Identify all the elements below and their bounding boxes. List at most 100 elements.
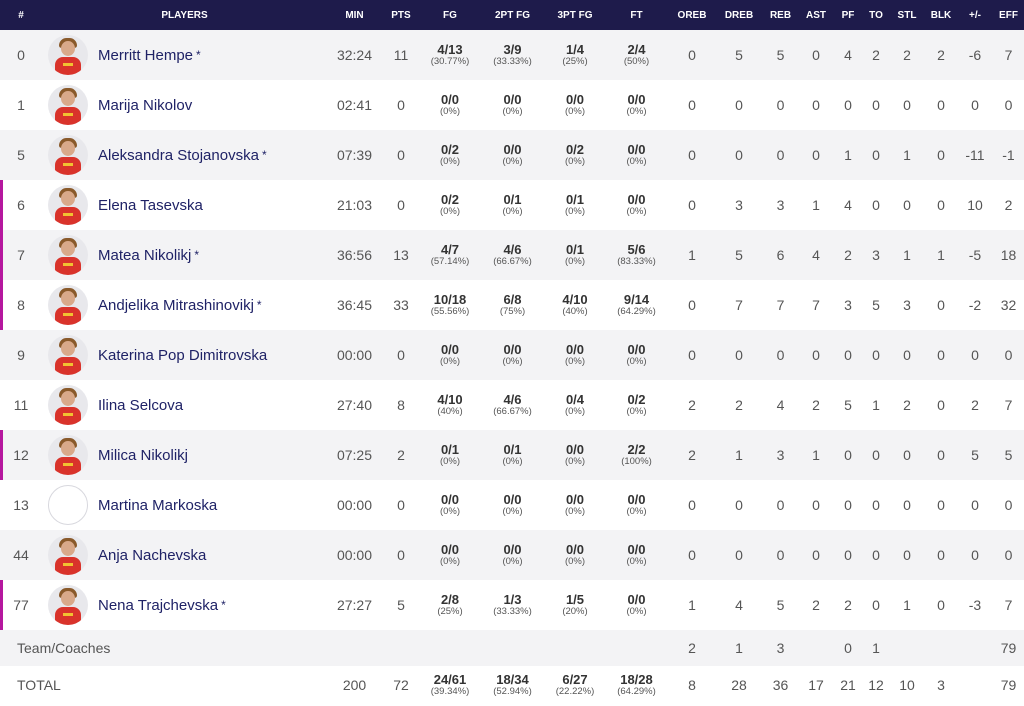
player-pf: 0 xyxy=(833,80,863,130)
player-3pt-made: 0/0 xyxy=(565,342,585,358)
player-fg-made: 2/8 xyxy=(440,592,460,608)
col-header-to[interactable]: TO xyxy=(863,0,889,30)
player-ft-fg: 9/14 (64.29%) xyxy=(605,280,668,330)
team-coaches-label: Team/Coaches xyxy=(0,630,668,666)
player-name-link[interactable]: Anja Nachevska xyxy=(98,546,207,564)
player-number: 8 xyxy=(0,280,42,330)
player-pm: 0 xyxy=(957,80,993,130)
player-name-link[interactable]: Martina Markoska xyxy=(98,496,218,514)
player-fg-fg: 0/0 (0%) xyxy=(420,80,480,130)
player-stl: 0 xyxy=(889,80,925,130)
team-dreb: 1 xyxy=(716,630,762,666)
player-ft-fg: 0/0 (0%) xyxy=(605,480,668,530)
player-eff: 18 xyxy=(993,230,1024,280)
player-blk: 0 xyxy=(925,130,957,180)
player-2pt-pct: (33.33%) xyxy=(493,605,532,617)
player-pts: 5 xyxy=(382,580,420,630)
player-to: 0 xyxy=(863,480,889,530)
player-reb: 0 xyxy=(762,80,799,130)
player-fg-pct: (0%) xyxy=(439,505,461,517)
col-header-min[interactable]: MIN xyxy=(327,0,382,30)
total-3pt-fg: 6/27 (22.22%) xyxy=(545,666,605,704)
col-header-reb[interactable]: REB xyxy=(762,0,799,30)
total-to: 12 xyxy=(863,666,889,704)
player-ft-made: 0/0 xyxy=(627,342,646,358)
player-name-link[interactable]: Matea Nikolikj xyxy=(98,246,192,264)
player-2pt-made: 0/0 xyxy=(503,342,522,358)
total-row: TOTAL 200 72 24/61 (39.34%) 18/34 (52.94%)… xyxy=(0,666,1024,704)
player-oreb: 0 xyxy=(668,480,716,530)
player-name-link[interactable]: Elena Tasevska xyxy=(98,196,203,214)
col-header-plus-minus[interactable]: +/- xyxy=(957,0,993,30)
player-dreb: 4 xyxy=(716,580,762,630)
player-number: 12 xyxy=(0,430,42,480)
player-name-link[interactable]: Andjelika Mitrashinovikj xyxy=(98,296,254,314)
player-name-link[interactable]: Ilina Selcova xyxy=(98,396,184,414)
player-to: 5 xyxy=(863,280,889,330)
starter-asterisk: * xyxy=(196,48,201,62)
player-ast: 4 xyxy=(799,230,833,280)
team-blk xyxy=(925,630,957,666)
player-pts: 0 xyxy=(382,330,420,380)
player-2pt-pct: (0%) xyxy=(502,355,523,367)
total-pf: 21 xyxy=(833,666,863,704)
col-header-fg[interactable]: FG xyxy=(420,0,480,30)
player-row: 11 Ilina Selcova 27:40 8 4/10 (40%) 4/6 (66.67%… xyxy=(0,380,1024,430)
player-3pt-fg: 1/5 (20%) xyxy=(545,580,605,630)
col-header-eff[interactable]: EFF xyxy=(993,0,1024,30)
total-ast: 17 xyxy=(799,666,833,704)
col-header-number[interactable]: # xyxy=(0,0,42,30)
col-header-2pt-fg[interactable]: 2PT FG xyxy=(480,0,545,30)
player-cell: Ilina Selcova xyxy=(42,380,327,430)
player-name-link[interactable]: Katerina Pop Dimitrovska xyxy=(98,346,268,364)
player-2pt-pct: (75%) xyxy=(499,305,526,317)
player-dreb: 0 xyxy=(716,130,762,180)
player-pts: 2 xyxy=(382,430,420,480)
player-3pt-fg: 0/1 (0%) xyxy=(545,230,605,280)
player-2pt-fg: 6/8 (75%) xyxy=(480,280,545,330)
player-fg-fg: 0/2 (0%) xyxy=(420,180,480,230)
total-ft-pct: (64.29%) xyxy=(617,685,656,697)
player-ft-pct: (0%) xyxy=(626,555,647,567)
player-stl: 1 xyxy=(889,130,925,180)
player-2pt-pct: (0%) xyxy=(502,555,523,567)
total-fg: 24/61 (39.34%) xyxy=(420,666,480,704)
player-fg-made: 0/2 xyxy=(440,192,460,208)
col-header-pf[interactable]: PF xyxy=(833,0,863,30)
col-header-ft[interactable]: FT xyxy=(605,0,668,30)
player-3pt-fg: 4/10 (40%) xyxy=(545,280,605,330)
player-name-link[interactable]: Aleksandra Stojanovska xyxy=(98,146,259,164)
player-name-link[interactable]: Marija Nikolov xyxy=(98,96,193,114)
player-avatar xyxy=(48,535,88,575)
player-fg-fg: 2/8 (25%) xyxy=(420,580,480,630)
total-2pt-fg: 18/34 (52.94%) xyxy=(480,666,545,704)
col-header-pts[interactable]: PTS xyxy=(382,0,420,30)
player-name-link[interactable]: Nena Trajchevska xyxy=(98,596,219,614)
col-header-stl[interactable]: STL xyxy=(889,0,925,30)
player-ft-fg: 0/0 (0%) xyxy=(605,130,668,180)
col-header-ast[interactable]: AST xyxy=(799,0,833,30)
col-header-blk[interactable]: BLK xyxy=(925,0,957,30)
player-row: 12 Milica Nikolikj 07:25 2 0/1 (0%) 0/1 (0%) 0/0… xyxy=(0,430,1024,480)
player-cell: Elena Tasevska xyxy=(42,180,327,230)
player-min: 36:45 xyxy=(327,280,382,330)
col-header-dreb[interactable]: DREB xyxy=(716,0,762,30)
player-dreb: 7 xyxy=(716,280,762,330)
player-stl: 2 xyxy=(889,380,925,430)
player-number: 7 xyxy=(0,230,42,280)
player-2pt-pct: (33.33%) xyxy=(493,55,532,67)
player-name-link[interactable]: Milica Nikolikj xyxy=(98,446,189,464)
col-header-players[interactable]: PLAYERS xyxy=(42,0,327,30)
total-2pt-made: 18/34 xyxy=(496,672,529,688)
player-fg-made: 0/1 xyxy=(440,442,460,458)
player-reb: 3 xyxy=(762,430,799,480)
player-dreb: 0 xyxy=(716,480,762,530)
col-header-oreb[interactable]: OREB xyxy=(668,0,716,30)
player-name-link[interactable]: Merritt Hempe xyxy=(98,46,194,64)
player-cell: Aleksandra Stojanovska * xyxy=(42,130,327,180)
player-2pt-fg: 3/9 (33.33%) xyxy=(480,30,545,80)
player-blk: 0 xyxy=(925,530,957,580)
player-min: 27:27 xyxy=(327,580,382,630)
col-header-3pt-fg[interactable]: 3PT FG xyxy=(545,0,605,30)
player-eff: 5 xyxy=(993,430,1024,480)
